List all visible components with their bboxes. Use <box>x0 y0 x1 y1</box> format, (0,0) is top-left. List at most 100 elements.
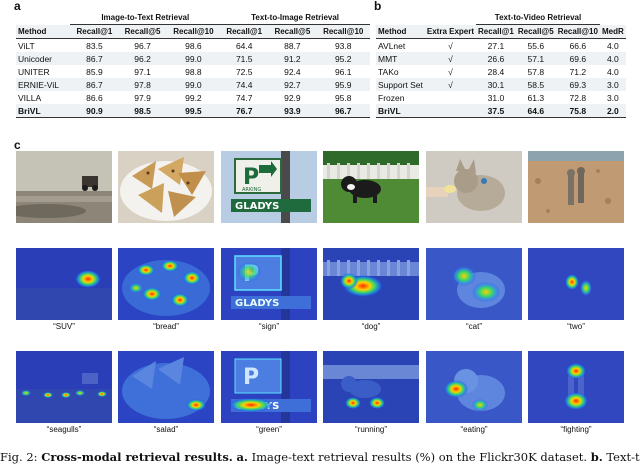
caption-b-label: b. <box>590 450 603 464</box>
value-cell: 92.4 <box>284 66 301 77</box>
svg-text:P: P <box>243 165 259 190</box>
svg-text:P: P <box>243 365 259 390</box>
value-cell: 98.8 <box>185 66 202 77</box>
svg-text:GLADYS: GLADYS <box>235 201 279 212</box>
value-cell: 71.5 <box>220 52 269 65</box>
value-cell: 99.5 <box>166 104 221 118</box>
value-cell: 92.9 <box>284 92 301 103</box>
value-cell: 74.4 <box>220 78 269 91</box>
table-row: AVLnet √ 27.1 55.6 66.6 4.0 <box>376 39 626 53</box>
value-cell: 71.2 <box>569 66 587 77</box>
caption-b-text: Text-to <box>606 450 640 464</box>
method-cell: ViLT <box>18 40 35 51</box>
caption-suv: “SUV” <box>53 322 75 331</box>
table-row: BriVL 90.9 98.5 99.5 76.7 93.9 96.7 <box>16 104 370 118</box>
value-cell: √ <box>424 78 477 91</box>
photo-street-sign: P ARKING GLADYS <box>221 151 317 223</box>
value-cell: 69.3 <box>555 78 600 91</box>
table-row: UNITER 85.9 97.1 98.8 72.5 92.4 96.1 <box>16 65 370 78</box>
heatmap-two <box>528 248 624 320</box>
panel-a-letter: a <box>14 0 21 13</box>
value-cell: 96.1 <box>334 66 352 77</box>
table-row: ViLT 83.5 96.7 98.6 64.4 88.7 93.8 <box>16 39 370 53</box>
value-cell <box>424 104 477 118</box>
method-cell: MMT <box>376 52 425 65</box>
value-cell: 76.7 <box>220 104 269 118</box>
photo-cat <box>426 151 522 223</box>
value-cell: 99.2 <box>185 92 202 103</box>
value-cell: 31.0 <box>487 92 505 103</box>
method-cell: UNITER <box>18 66 50 77</box>
value-cell: 99.0 <box>166 78 221 91</box>
heatmap-sign: P GLADYS <box>221 248 317 320</box>
table-a-header-2: Recall@5 <box>118 24 167 39</box>
photo-fighting <box>528 151 624 223</box>
value-cell: 95.8 <box>334 92 352 103</box>
value-cell: 4.0 <box>606 66 619 77</box>
value-cell: √ <box>448 66 453 77</box>
value-cell: 97.8 <box>118 78 167 91</box>
value-cell: 92.7 <box>268 78 317 91</box>
value-cell: 98.6 <box>185 40 202 51</box>
photo-bread <box>118 151 214 223</box>
heatmap-grid: P ARKING GLADYS <box>16 151 625 449</box>
value-cell: √ <box>424 52 477 65</box>
heatmap-green: P GLADYS <box>221 351 317 423</box>
method-cell: Unicoder <box>16 52 71 65</box>
table-a-header-3: Recall@10 <box>166 24 221 39</box>
value-cell: 72.8 <box>569 92 587 103</box>
value-cell: 69.6 <box>555 52 600 65</box>
value-cell: 99.0 <box>166 52 221 65</box>
value-cell: 96.2 <box>118 52 167 65</box>
value-cell: 97.9 <box>134 92 151 103</box>
value-cell: 3.0 <box>599 78 626 91</box>
value-cell: 85.9 <box>86 66 103 77</box>
method-cell: TAKo <box>378 66 399 77</box>
caption-bread: “bread” <box>153 322 179 331</box>
method-cell: Frozen <box>378 92 405 103</box>
value-cell: 57.8 <box>527 66 545 77</box>
svg-text:GLADYS: GLADYS <box>235 298 279 309</box>
heatmap-bread <box>118 248 214 320</box>
panel-b-letter: b <box>374 0 382 13</box>
value-cell: 97.1 <box>134 66 151 77</box>
value-cell: 86.7 <box>70 78 119 91</box>
value-cell: 96.7 <box>316 104 370 118</box>
group-text-to-video: Text-to-Video Retrieval <box>476 11 600 25</box>
value-cell: 93.8 <box>334 40 352 51</box>
table-b-header-2: Recall@1 <box>476 24 516 39</box>
panel-c-letter: c <box>14 138 21 152</box>
photo-dog <box>323 151 419 223</box>
value-cell: 58.5 <box>515 78 556 91</box>
value-cell <box>425 91 476 104</box>
caption-cat: “cat” <box>466 322 482 331</box>
method-cell: BriVL <box>376 104 425 118</box>
heatmap-running <box>323 351 419 423</box>
value-cell: 66.6 <box>569 40 587 51</box>
caption-dog: “dog” <box>361 322 381 331</box>
value-cell: 83.5 <box>86 40 103 51</box>
heatmap-eating <box>426 351 522 423</box>
table-a-header-0: Method <box>16 24 71 39</box>
table-a-header-1: Recall@1 <box>70 24 119 39</box>
method-cell: BriVL <box>16 104 71 118</box>
table-row: VILLA 86.6 97.9 99.2 74.7 92.9 95.8 <box>16 91 370 104</box>
table-b-header-0: Method <box>376 24 425 39</box>
heatmap-seagulls <box>16 351 112 423</box>
heatmap-cat <box>426 248 522 320</box>
method-cell: Support Set <box>376 78 425 91</box>
value-cell: 93.9 <box>268 104 317 118</box>
caption-salad: “salad” <box>153 425 179 434</box>
value-cell: 37.5 <box>476 104 516 118</box>
value-cell: 98.5 <box>118 104 167 118</box>
group-image-to-text: Image-to-Text Retrieval <box>70 11 221 25</box>
caption-green: “green” <box>256 425 282 434</box>
value-cell: 86.7 <box>70 52 119 65</box>
table-row: MMT √ 26.6 57.1 69.6 4.0 <box>376 52 626 65</box>
value-cell: 26.6 <box>476 52 516 65</box>
table-row: Support Set √ 30.1 58.5 69.3 3.0 <box>376 78 626 91</box>
table-a-header-6: Recall@10 <box>316 24 370 39</box>
heatmap-dog <box>323 248 419 320</box>
value-cell: 88.7 <box>284 40 301 51</box>
caption-fighting: “fighting” <box>560 425 592 434</box>
